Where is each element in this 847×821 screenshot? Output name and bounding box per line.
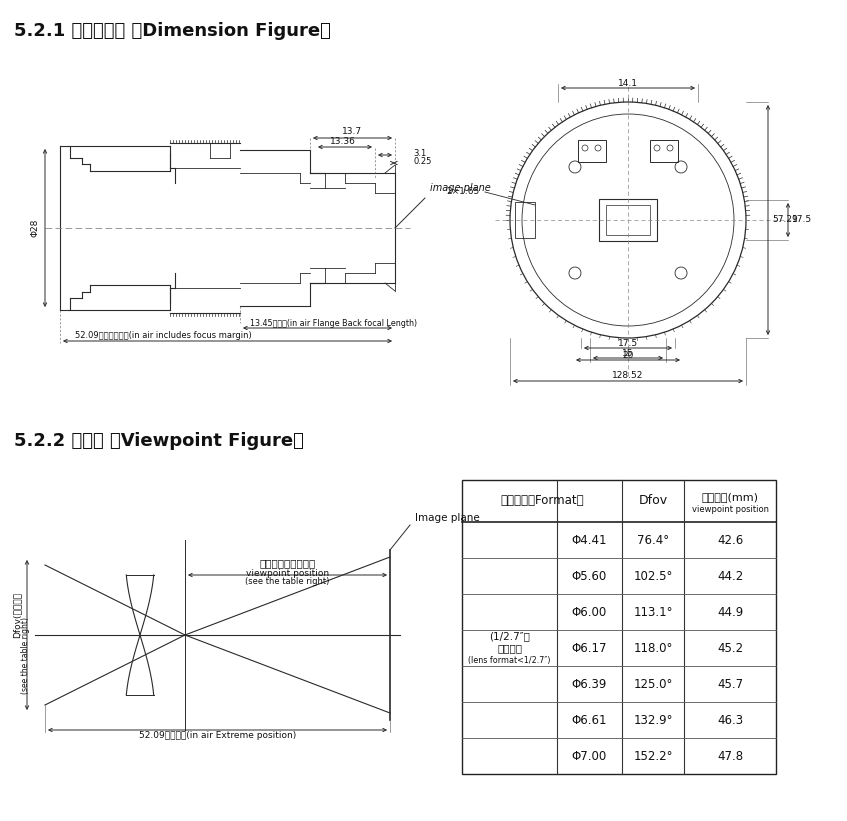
Text: Φ5.60: Φ5.60 (572, 570, 607, 583)
Text: 118.0°: 118.0° (634, 641, 673, 654)
Text: 76.4°: 76.4° (637, 534, 669, 547)
Text: viewpoint position: viewpoint position (691, 504, 768, 513)
Text: (see the table right): (see the table right) (21, 617, 30, 694)
Text: 20: 20 (623, 351, 634, 360)
Text: 15: 15 (623, 348, 634, 357)
Text: 17.5: 17.5 (618, 338, 638, 347)
Text: 13.45法兰量(in air Flange Back focal Length): 13.45法兰量(in air Flange Back focal Length… (250, 319, 417, 328)
Text: (see the table right): (see the table right) (246, 577, 329, 586)
Text: 46.3: 46.3 (717, 713, 743, 727)
Text: 125.0°: 125.0° (634, 677, 673, 690)
Text: 152.2°: 152.2° (634, 750, 673, 763)
Text: Φ6.00: Φ6.00 (572, 606, 607, 618)
Text: 像面大小（Format）: 像面大小（Format） (501, 494, 584, 507)
Text: 132.9°: 132.9° (634, 713, 673, 727)
Text: 5.2.2 视点图 （Viewpoint Figure）: 5.2.2 视点图 （Viewpoint Figure） (14, 432, 304, 450)
Text: 视点位置(mm): 视点位置(mm) (701, 492, 759, 502)
Text: 下镜头）: 下镜头） (497, 643, 522, 653)
Text: image plane: image plane (430, 183, 490, 193)
Bar (515, 202, 535, 238)
Text: 102.5°: 102.5° (634, 570, 673, 583)
Text: Φ7.00: Φ7.00 (572, 750, 607, 763)
Bar (650, 140, 678, 162)
Text: 2×1.65: 2×1.65 (446, 187, 480, 196)
Text: 47.8: 47.8 (717, 750, 743, 763)
Text: (1/2.7″以: (1/2.7″以 (489, 631, 530, 641)
Text: 视点位置（见表格）: 视点位置（见表格） (259, 558, 316, 568)
Text: 5.2.1 外形尺寸图 （Dimension Figure）: 5.2.1 外形尺寸图 （Dimension Figure） (14, 22, 331, 40)
Text: 42.6: 42.6 (717, 534, 743, 547)
Text: Dfov: Dfov (639, 494, 667, 507)
Text: Φ6.61: Φ6.61 (572, 713, 607, 727)
Text: Image plane: Image plane (415, 513, 479, 523)
Text: 52.09包含对焦余量(in air includes focus margin): 52.09包含对焦余量(in air includes focus margin… (75, 332, 252, 341)
Bar (578, 140, 606, 162)
Text: 13.7: 13.7 (342, 127, 363, 136)
Text: 128.52: 128.52 (612, 371, 644, 380)
Bar (462, 480, 776, 774)
Text: Φ4.41: Φ4.41 (572, 534, 607, 547)
Text: 0.25: 0.25 (413, 157, 431, 166)
Text: 3.1: 3.1 (413, 149, 426, 158)
Text: 14.1: 14.1 (618, 79, 638, 88)
Text: (lens format<1/2.7″): (lens format<1/2.7″) (468, 657, 551, 666)
Text: 44.2: 44.2 (717, 570, 743, 583)
Text: 52.09极限位置(in air Extreme position): 52.09极限位置(in air Extreme position) (139, 732, 296, 741)
Text: 44.9: 44.9 (717, 606, 743, 618)
Bar (599, 199, 657, 241)
Text: 17.5: 17.5 (792, 215, 812, 224)
Text: Φ28: Φ28 (30, 219, 40, 237)
Text: viewpoint position: viewpoint position (246, 568, 329, 577)
Text: Φ6.17: Φ6.17 (572, 641, 607, 654)
Text: Dfov(见表格）: Dfov(见表格） (13, 592, 21, 638)
Text: 57.29: 57.29 (772, 215, 798, 224)
Bar (606, 205, 650, 235)
Text: 45.2: 45.2 (717, 641, 743, 654)
Text: 45.7: 45.7 (717, 677, 743, 690)
Text: Φ6.39: Φ6.39 (572, 677, 607, 690)
Text: 13.36: 13.36 (329, 137, 356, 146)
Text: 113.1°: 113.1° (634, 606, 673, 618)
